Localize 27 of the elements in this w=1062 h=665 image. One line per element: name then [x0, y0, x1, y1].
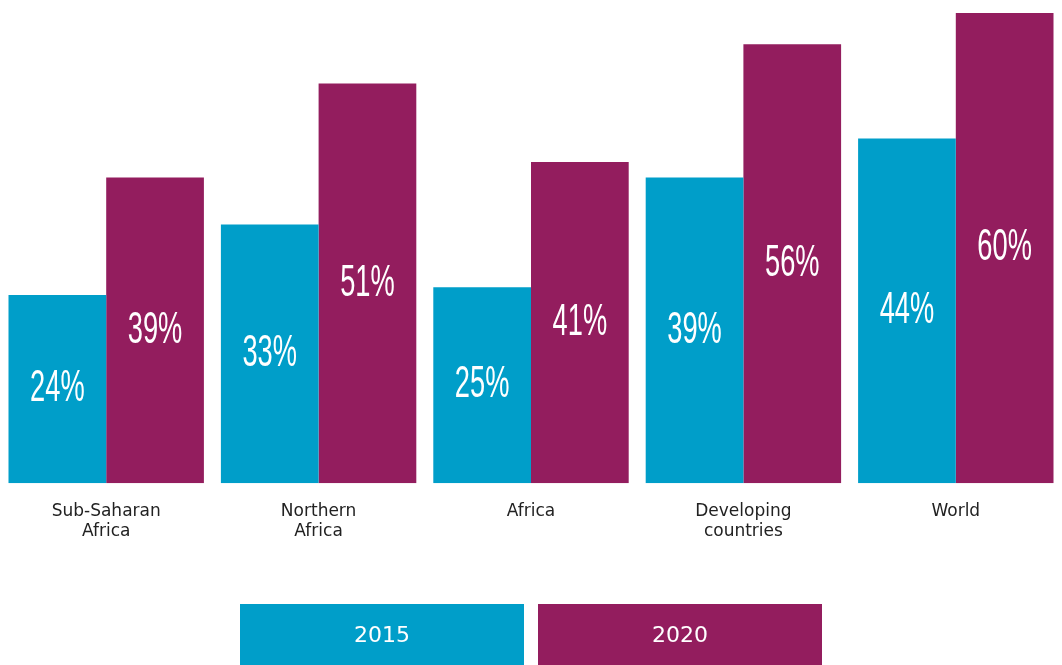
data-label: 24% [30, 361, 85, 411]
bar [858, 138, 956, 484]
data-label: 39% [667, 302, 722, 353]
x-tick-label: Developing countries [695, 499, 792, 541]
text: 2020 [652, 622, 708, 647]
x-tick-label: Sub-Saharan Africa [51, 499, 161, 541]
x-tick-label: World [931, 499, 981, 520]
x-tick-label: Africa [506, 499, 556, 520]
bar [318, 83, 417, 484]
bar [645, 177, 744, 484]
text: 2015 [354, 622, 410, 647]
bar [8, 295, 107, 484]
data-label: 60% [977, 220, 1032, 270]
data-label: 51% [340, 255, 395, 306]
bar [106, 177, 204, 484]
bar [531, 161, 629, 484]
x-tick-label: Northern Africa [280, 499, 357, 541]
data-label: 44% [879, 283, 935, 333]
data-label: 25% [454, 357, 510, 407]
bar [433, 287, 531, 484]
bar [955, 13, 1054, 484]
data-label: 56% [764, 236, 820, 286]
bar [220, 224, 319, 484]
bar [743, 44, 842, 484]
data-label: 41% [552, 295, 608, 345]
data-label: 33% [242, 326, 298, 376]
data-label: 39% [127, 302, 183, 353]
